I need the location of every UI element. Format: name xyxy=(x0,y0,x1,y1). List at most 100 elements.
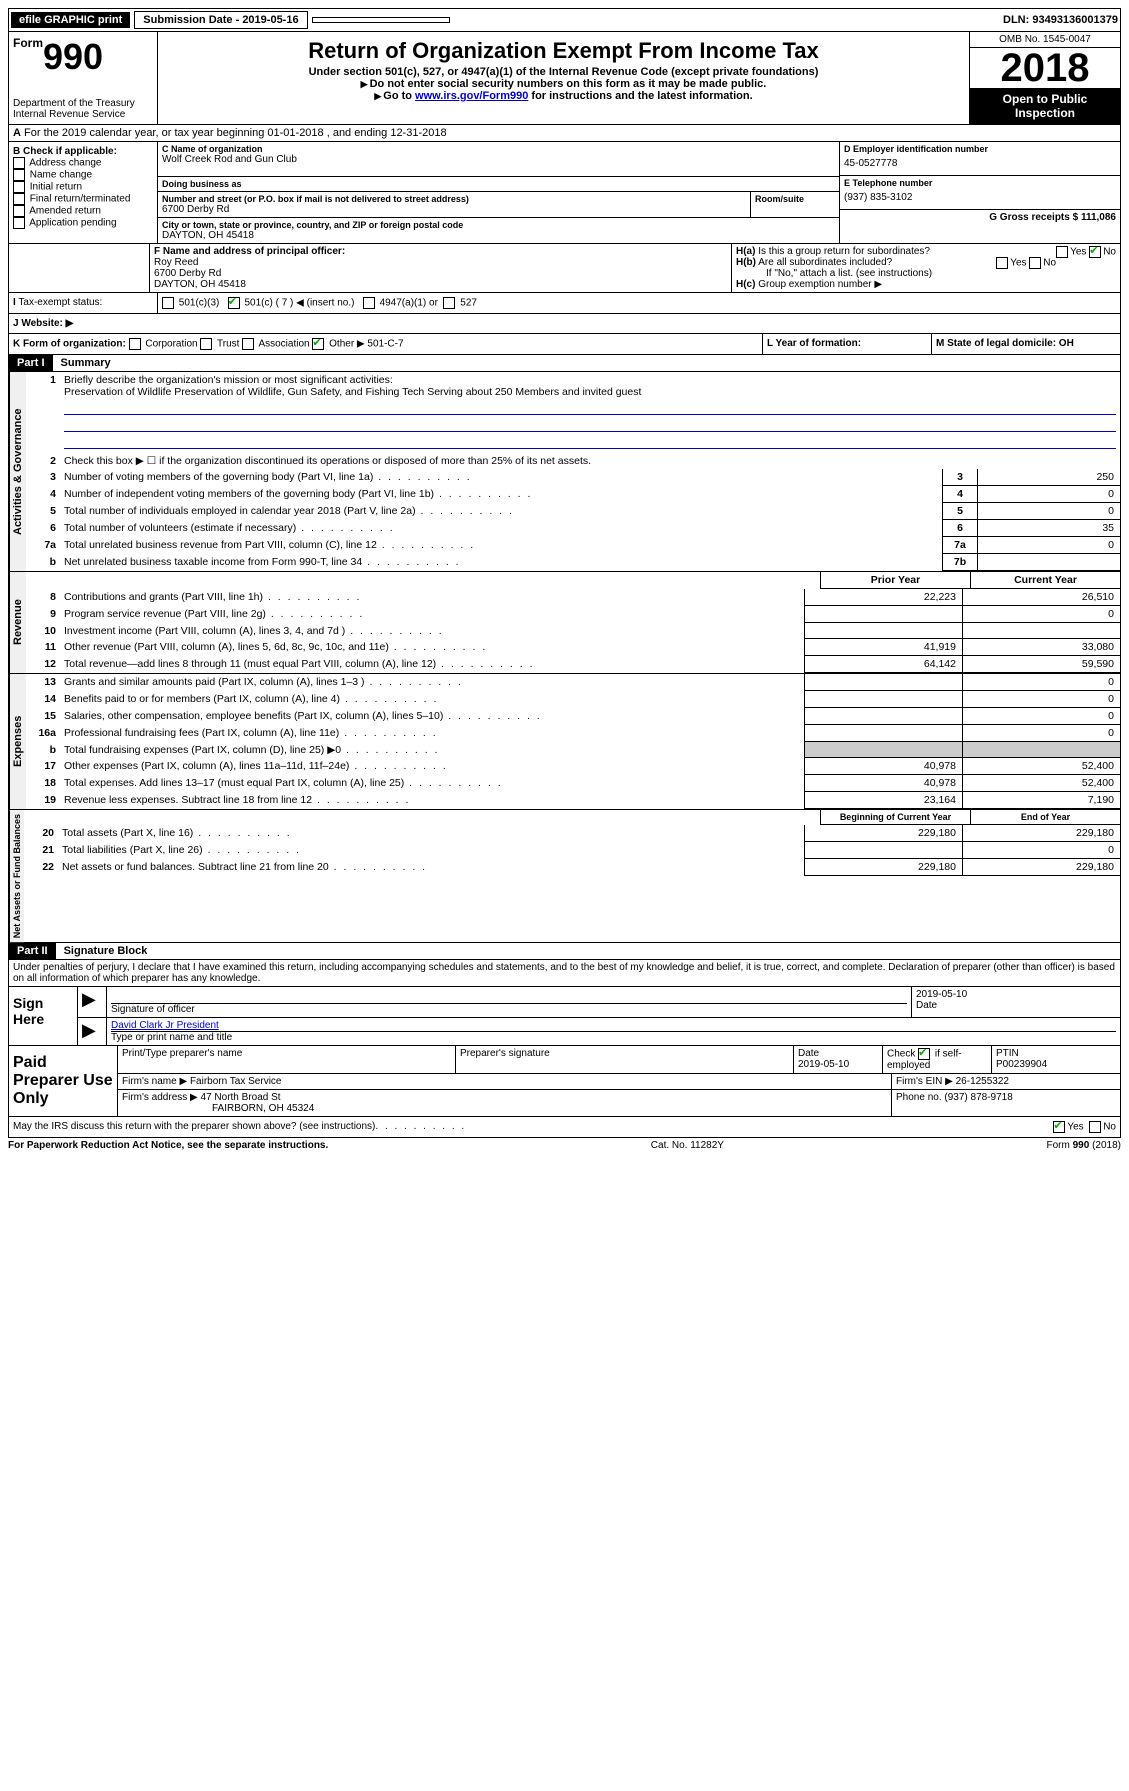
data-row: 15Salaries, other compensation, employee… xyxy=(26,708,1120,725)
checkb-option-cb[interactable] xyxy=(13,193,25,205)
trust-cb[interactable] xyxy=(200,338,212,350)
footer-left: For Paperwork Reduction Act Notice, see … xyxy=(8,1140,328,1151)
527-cb[interactable] xyxy=(443,297,455,309)
officer-name: Roy Reed xyxy=(154,257,727,268)
org-city: DAYTON, OH 45418 xyxy=(162,230,835,241)
ha-yes-cb[interactable] xyxy=(1056,246,1068,258)
gross-receipts: G Gross receipts $ 111,086 xyxy=(844,212,1116,223)
checkb-option-cb[interactable] xyxy=(13,169,25,181)
data-row: 12Total revenue—add lines 8 through 11 (… xyxy=(26,656,1120,673)
org-phone: (937) 835-3102 xyxy=(844,188,1116,207)
sig-officer-label: Signature of officer xyxy=(111,1004,907,1015)
data-row: 9Program service revenue (Part VIII, lin… xyxy=(26,606,1120,623)
dba-label: Doing business as xyxy=(158,176,839,189)
discuss-yes-cb[interactable] xyxy=(1053,1121,1065,1133)
note-ssn: Do not enter social security numbers on … xyxy=(162,78,965,90)
check-b-header: B Check if applicable: xyxy=(13,146,153,157)
hb-note: If "No," attach a list. (see instruction… xyxy=(736,268,1116,279)
form-header: Form990 Department of the Treasury Inter… xyxy=(8,32,1121,125)
data-row: 8Contributions and grants (Part VIII, li… xyxy=(26,589,1120,606)
other-cb[interactable] xyxy=(312,338,324,350)
governance-row: 7aTotal unrelated business revenue from … xyxy=(26,537,1120,554)
f-label: F Name and address of principal officer: xyxy=(154,246,727,257)
501c-cb[interactable] xyxy=(228,297,240,309)
firm-name: Fairborn Tax Service xyxy=(190,1076,282,1087)
j-label: Website: ▶ xyxy=(21,318,73,329)
checkb-option: Final return/terminated xyxy=(13,193,153,205)
paid-preparer-section: Paid Preparer Use Only Print/Type prepar… xyxy=(8,1046,1121,1117)
hc-label: H(c) xyxy=(736,279,755,290)
title-cell: Return of Organization Exempt From Incom… xyxy=(158,32,969,124)
submission-date[interactable]: Submission Date - 2019-05-16 xyxy=(134,11,307,29)
checkb-option-cb[interactable] xyxy=(13,157,25,169)
check-b-column: B Check if applicable: Address change Na… xyxy=(9,142,158,243)
sign-date-label: Date xyxy=(916,1000,1116,1011)
ha-label: H(a) xyxy=(736,246,755,257)
netassets-section: Net Assets or Fund Balances Beginning of… xyxy=(8,810,1121,943)
governance-row: 6Total number of volunteers (estimate if… xyxy=(26,520,1120,537)
klm-row: K Form of organization: Corporation Trus… xyxy=(8,334,1121,355)
data-row: 14Benefits paid to or for members (Part … xyxy=(26,691,1120,708)
sign-here-label: Sign Here xyxy=(9,987,78,1045)
assoc-cb[interactable] xyxy=(242,338,254,350)
checkb-option-cb[interactable] xyxy=(13,205,25,217)
data-row: 10Investment income (Part VIII, column (… xyxy=(26,623,1120,639)
revenue-side-label: Revenue xyxy=(9,572,26,673)
addr-label: Number and street (or P.O. box if mail i… xyxy=(162,194,746,204)
info-grid: B Check if applicable: Address change Na… xyxy=(8,142,1121,243)
hb-no-cb[interactable] xyxy=(1029,257,1041,269)
k-label: K Form of organization: xyxy=(13,339,126,350)
sign-here-section: Sign Here ▶ Signature of officer 2019-05… xyxy=(8,987,1121,1046)
footer: For Paperwork Reduction Act Notice, see … xyxy=(8,1138,1121,1153)
hb-label: H(b) xyxy=(736,257,756,268)
i-label: Tax-exempt status: xyxy=(18,297,102,308)
calendar-year-text: For the 2019 calendar year, or tax year … xyxy=(24,127,447,139)
expenses-section: Expenses 13Grants and similar amounts pa… xyxy=(8,674,1121,810)
hb-yes-cb[interactable] xyxy=(996,257,1008,269)
open-to-public: Open to Public Inspection xyxy=(970,88,1120,124)
sign-date: 2019-05-10 xyxy=(916,989,1116,1000)
firm-name-label: Firm's name ▶ xyxy=(122,1076,187,1087)
room-label: Room/suite xyxy=(755,194,835,204)
part2-title: Signature Block xyxy=(56,945,148,957)
checkb-option: Address change xyxy=(13,157,153,169)
firm-ein: 26-1255322 xyxy=(956,1076,1009,1087)
mission-text: Preservation of Wildlife Preservation of… xyxy=(64,386,641,398)
data-row: 18Total expenses. Add lines 13–17 (must … xyxy=(26,775,1120,792)
part1-badge: Part I xyxy=(9,355,53,371)
tax-status-row: I Tax-exempt status: 501(c)(3) 501(c) ( … xyxy=(8,293,1121,314)
org-name: Wolf Creek Rod and Gun Club xyxy=(162,154,835,165)
checkb-option: Amended return xyxy=(13,205,153,217)
4947-cb[interactable] xyxy=(363,297,375,309)
part1-header-row: Part I Summary xyxy=(8,355,1121,372)
netassets-side-label: Net Assets or Fund Balances xyxy=(9,810,24,942)
year-cell: OMB No. 1545-0047 2018 Open to Public In… xyxy=(969,32,1120,124)
checkb-option-cb[interactable] xyxy=(13,217,25,229)
prior-year-hdr: Prior Year xyxy=(820,572,970,589)
governance-section: Activities & Governance 1 Briefly descri… xyxy=(8,372,1121,572)
firm-addr-label: Firm's address ▶ xyxy=(122,1092,198,1103)
governance-row: bNet unrelated business taxable income f… xyxy=(26,554,1120,571)
data-row: 20Total assets (Part X, line 16)229,1802… xyxy=(24,825,1120,842)
dept-irs: Internal Revenue Service xyxy=(13,109,153,120)
corp-cb[interactable] xyxy=(129,338,141,350)
irs-link[interactable]: www.irs.gov/Form990 xyxy=(415,90,528,102)
data-row: 16aProfessional fundraising fees (Part I… xyxy=(26,725,1120,742)
efile-btn[interactable]: efile GRAPHIC print xyxy=(11,12,130,28)
self-employed-check[interactable]: Check if self-employed xyxy=(882,1046,991,1073)
data-row: bTotal fundraising expenses (Part IX, co… xyxy=(26,742,1120,758)
ha-text: Is this a group return for subordinates? xyxy=(758,246,930,257)
line1-num: 1 xyxy=(26,372,60,453)
ptin-label: PTIN xyxy=(996,1048,1019,1059)
firm-ein-label: Firm's EIN ▶ xyxy=(896,1076,953,1087)
revenue-section: Revenue Prior Year Current Year 8Contrib… xyxy=(8,572,1121,674)
discuss-no-cb[interactable] xyxy=(1089,1121,1101,1133)
checkb-option-cb[interactable] xyxy=(13,181,25,193)
prep-date: 2019-05-10 xyxy=(798,1059,849,1070)
officer-print-name[interactable]: David Clark Jr President xyxy=(111,1020,1116,1032)
501c3-cb[interactable] xyxy=(162,297,174,309)
ha-no-cb[interactable] xyxy=(1089,246,1101,258)
f-h-row: F Name and address of principal officer:… xyxy=(8,243,1121,293)
firm-phone-label: Phone no. xyxy=(896,1092,942,1103)
blank-btn xyxy=(312,17,450,23)
